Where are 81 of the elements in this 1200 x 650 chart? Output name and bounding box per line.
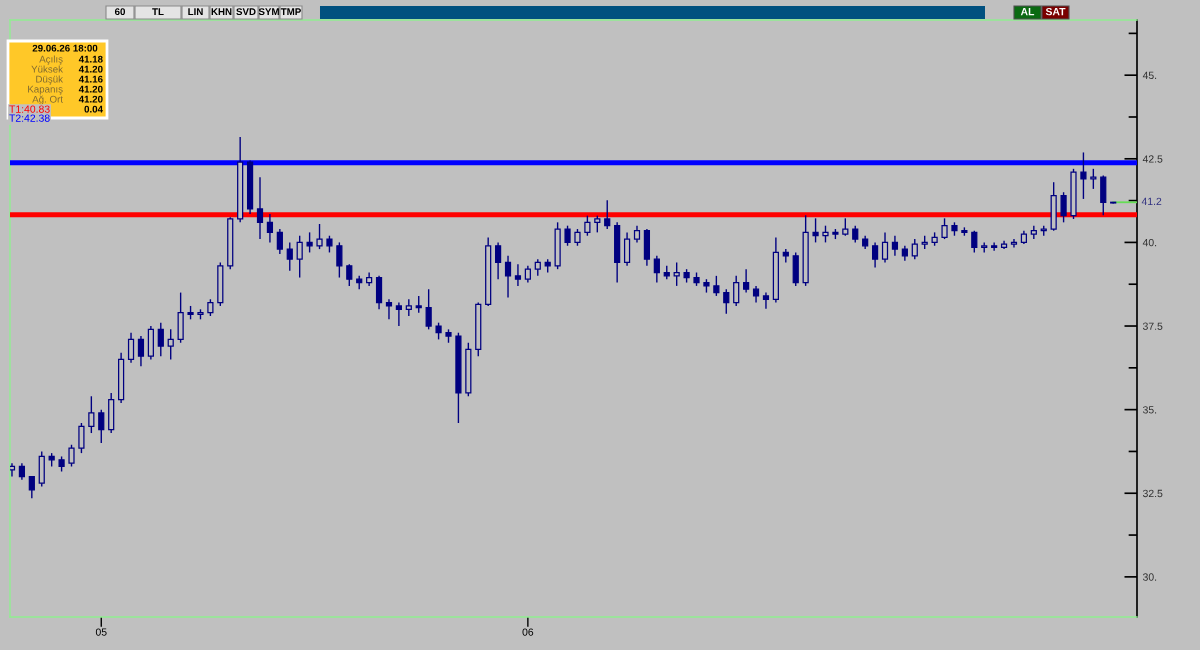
candlestick [1090, 168, 1097, 190]
candlestick [564, 224, 571, 247]
text: TMP [280, 8, 301, 16]
candlestick [127, 332, 135, 364]
candlestick [385, 298, 393, 321]
annotation: 41.20 [78, 85, 103, 93]
ref-line-label: T2:42.38 [9, 114, 50, 122]
candlestick [296, 235, 303, 279]
candlestick [306, 231, 313, 254]
candlestick [871, 241, 879, 269]
text: AL [1020, 8, 1035, 16]
x-tick-label: 05 [95, 628, 107, 636]
candlestick [504, 255, 512, 299]
candlestick [266, 213, 274, 244]
candlestick [98, 408, 105, 444]
candlestick [88, 395, 95, 434]
text: LIN [188, 8, 203, 16]
candlestick [1060, 191, 1067, 224]
annotation: Açılış [39, 55, 63, 65]
candlestick [812, 217, 819, 244]
text: KHN [211, 8, 232, 16]
candlestick [743, 268, 750, 294]
candlestick [405, 298, 412, 317]
candlestick [911, 238, 918, 260]
annotation: 41.20 [78, 65, 103, 73]
candlestick [494, 241, 502, 280]
candlestick [941, 217, 948, 240]
candlestick [733, 275, 740, 307]
text: SYM [258, 8, 279, 16]
candlestick [28, 475, 35, 499]
annotation: 0.04 [84, 105, 103, 113]
candlestick [286, 241, 293, 272]
annotation: Ağ. Ort [32, 95, 63, 105]
y-tick-label: 42.5 [1142, 155, 1163, 163]
annotation: 41.16 [78, 75, 103, 83]
annotation: Yüksek [31, 65, 64, 73]
candlestick [891, 235, 899, 257]
y-tick-label: 40. [1142, 238, 1157, 247]
candlestick [713, 275, 720, 297]
candlestick [167, 328, 174, 361]
text: TL [152, 8, 164, 16]
candlestick [10, 462, 16, 478]
y-tick-label: 45. [1142, 71, 1157, 80]
y-tick-label: 37.5 [1142, 322, 1163, 330]
y-tick-label: 32.5 [1142, 489, 1163, 498]
x-tick-label: 06 [522, 628, 534, 636]
text: 60 [114, 8, 126, 16]
y-tick-label: 30. [1142, 573, 1157, 581]
candlestick [157, 321, 164, 357]
candlestick [346, 263, 353, 287]
candlestick [514, 263, 522, 287]
candlestick [256, 176, 264, 240]
candlestick [584, 214, 591, 237]
text: SVD [236, 8, 256, 16]
candlestick [673, 261, 680, 287]
candlestick [762, 291, 770, 310]
ref-line-label: T1:40.83 [9, 105, 50, 113]
annotation: Kapanış [28, 85, 63, 95]
candlestick [276, 228, 283, 255]
candlestick [604, 199, 611, 230]
candlestick [336, 241, 343, 279]
candlestick [425, 288, 432, 331]
candlestick [623, 231, 631, 267]
candlestick [68, 444, 75, 468]
ref-line-label: 41.2 [1141, 197, 1162, 205]
candlestick [653, 255, 660, 284]
candlestick [971, 230, 978, 254]
candlestick [991, 241, 998, 252]
candlestick [316, 223, 323, 250]
y-tick-label: 35. [1142, 406, 1157, 414]
annotation: 41.18 [78, 55, 103, 63]
annotation: 29.06.26 18:00 [32, 44, 98, 52]
annotation: Düşük [36, 75, 64, 85]
candlestick [395, 301, 402, 327]
candlestick [78, 422, 85, 454]
candlestick [881, 231, 889, 264]
candlestick [723, 288, 730, 315]
annotation: 41.20 [78, 95, 103, 103]
text: SAT [1045, 7, 1066, 16]
candlestick [137, 335, 145, 367]
candlestick [1080, 151, 1087, 200]
